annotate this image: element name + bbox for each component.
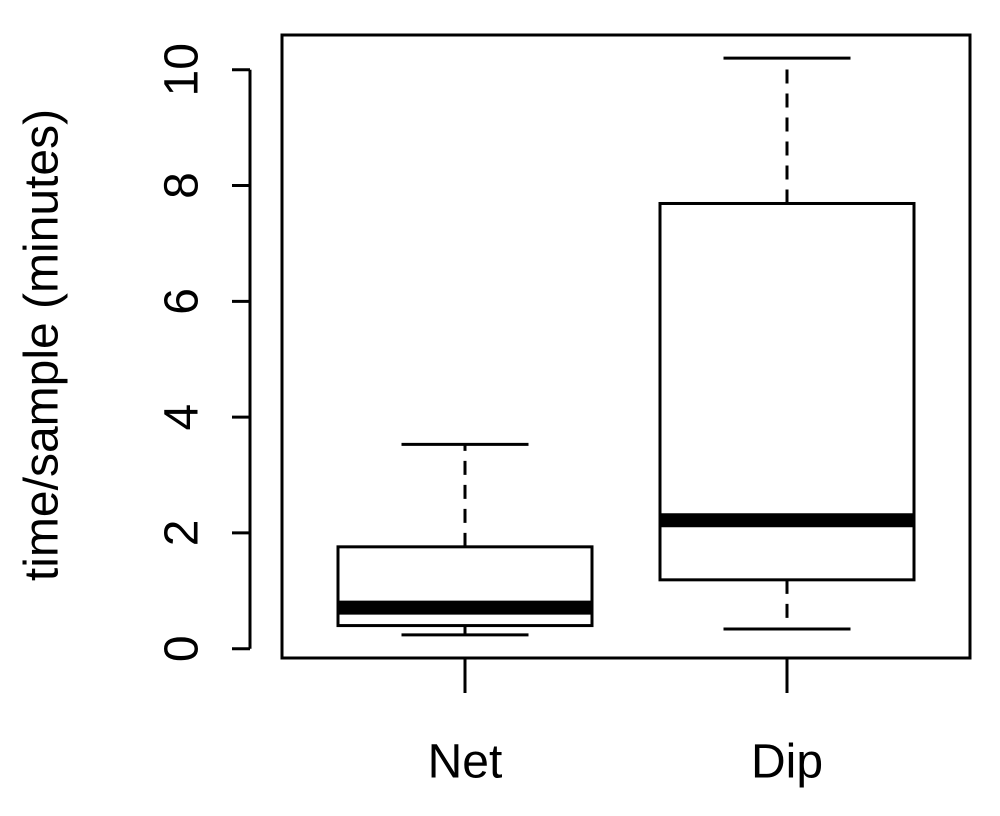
y-tick-label: 2 — [156, 520, 209, 547]
y-tick-label: 10 — [156, 43, 209, 96]
y-axis-label: time/sample (minutes) — [16, 109, 69, 581]
x-tick-label: Net — [428, 736, 503, 789]
y-tick-label: 6 — [156, 288, 209, 315]
x-tick-label: Dip — [751, 736, 823, 789]
y-tick-label: 8 — [156, 172, 209, 199]
y-tick-label: 0 — [156, 635, 209, 662]
plot-frame — [280, 33, 972, 660]
y-tick-label: 4 — [156, 404, 209, 431]
